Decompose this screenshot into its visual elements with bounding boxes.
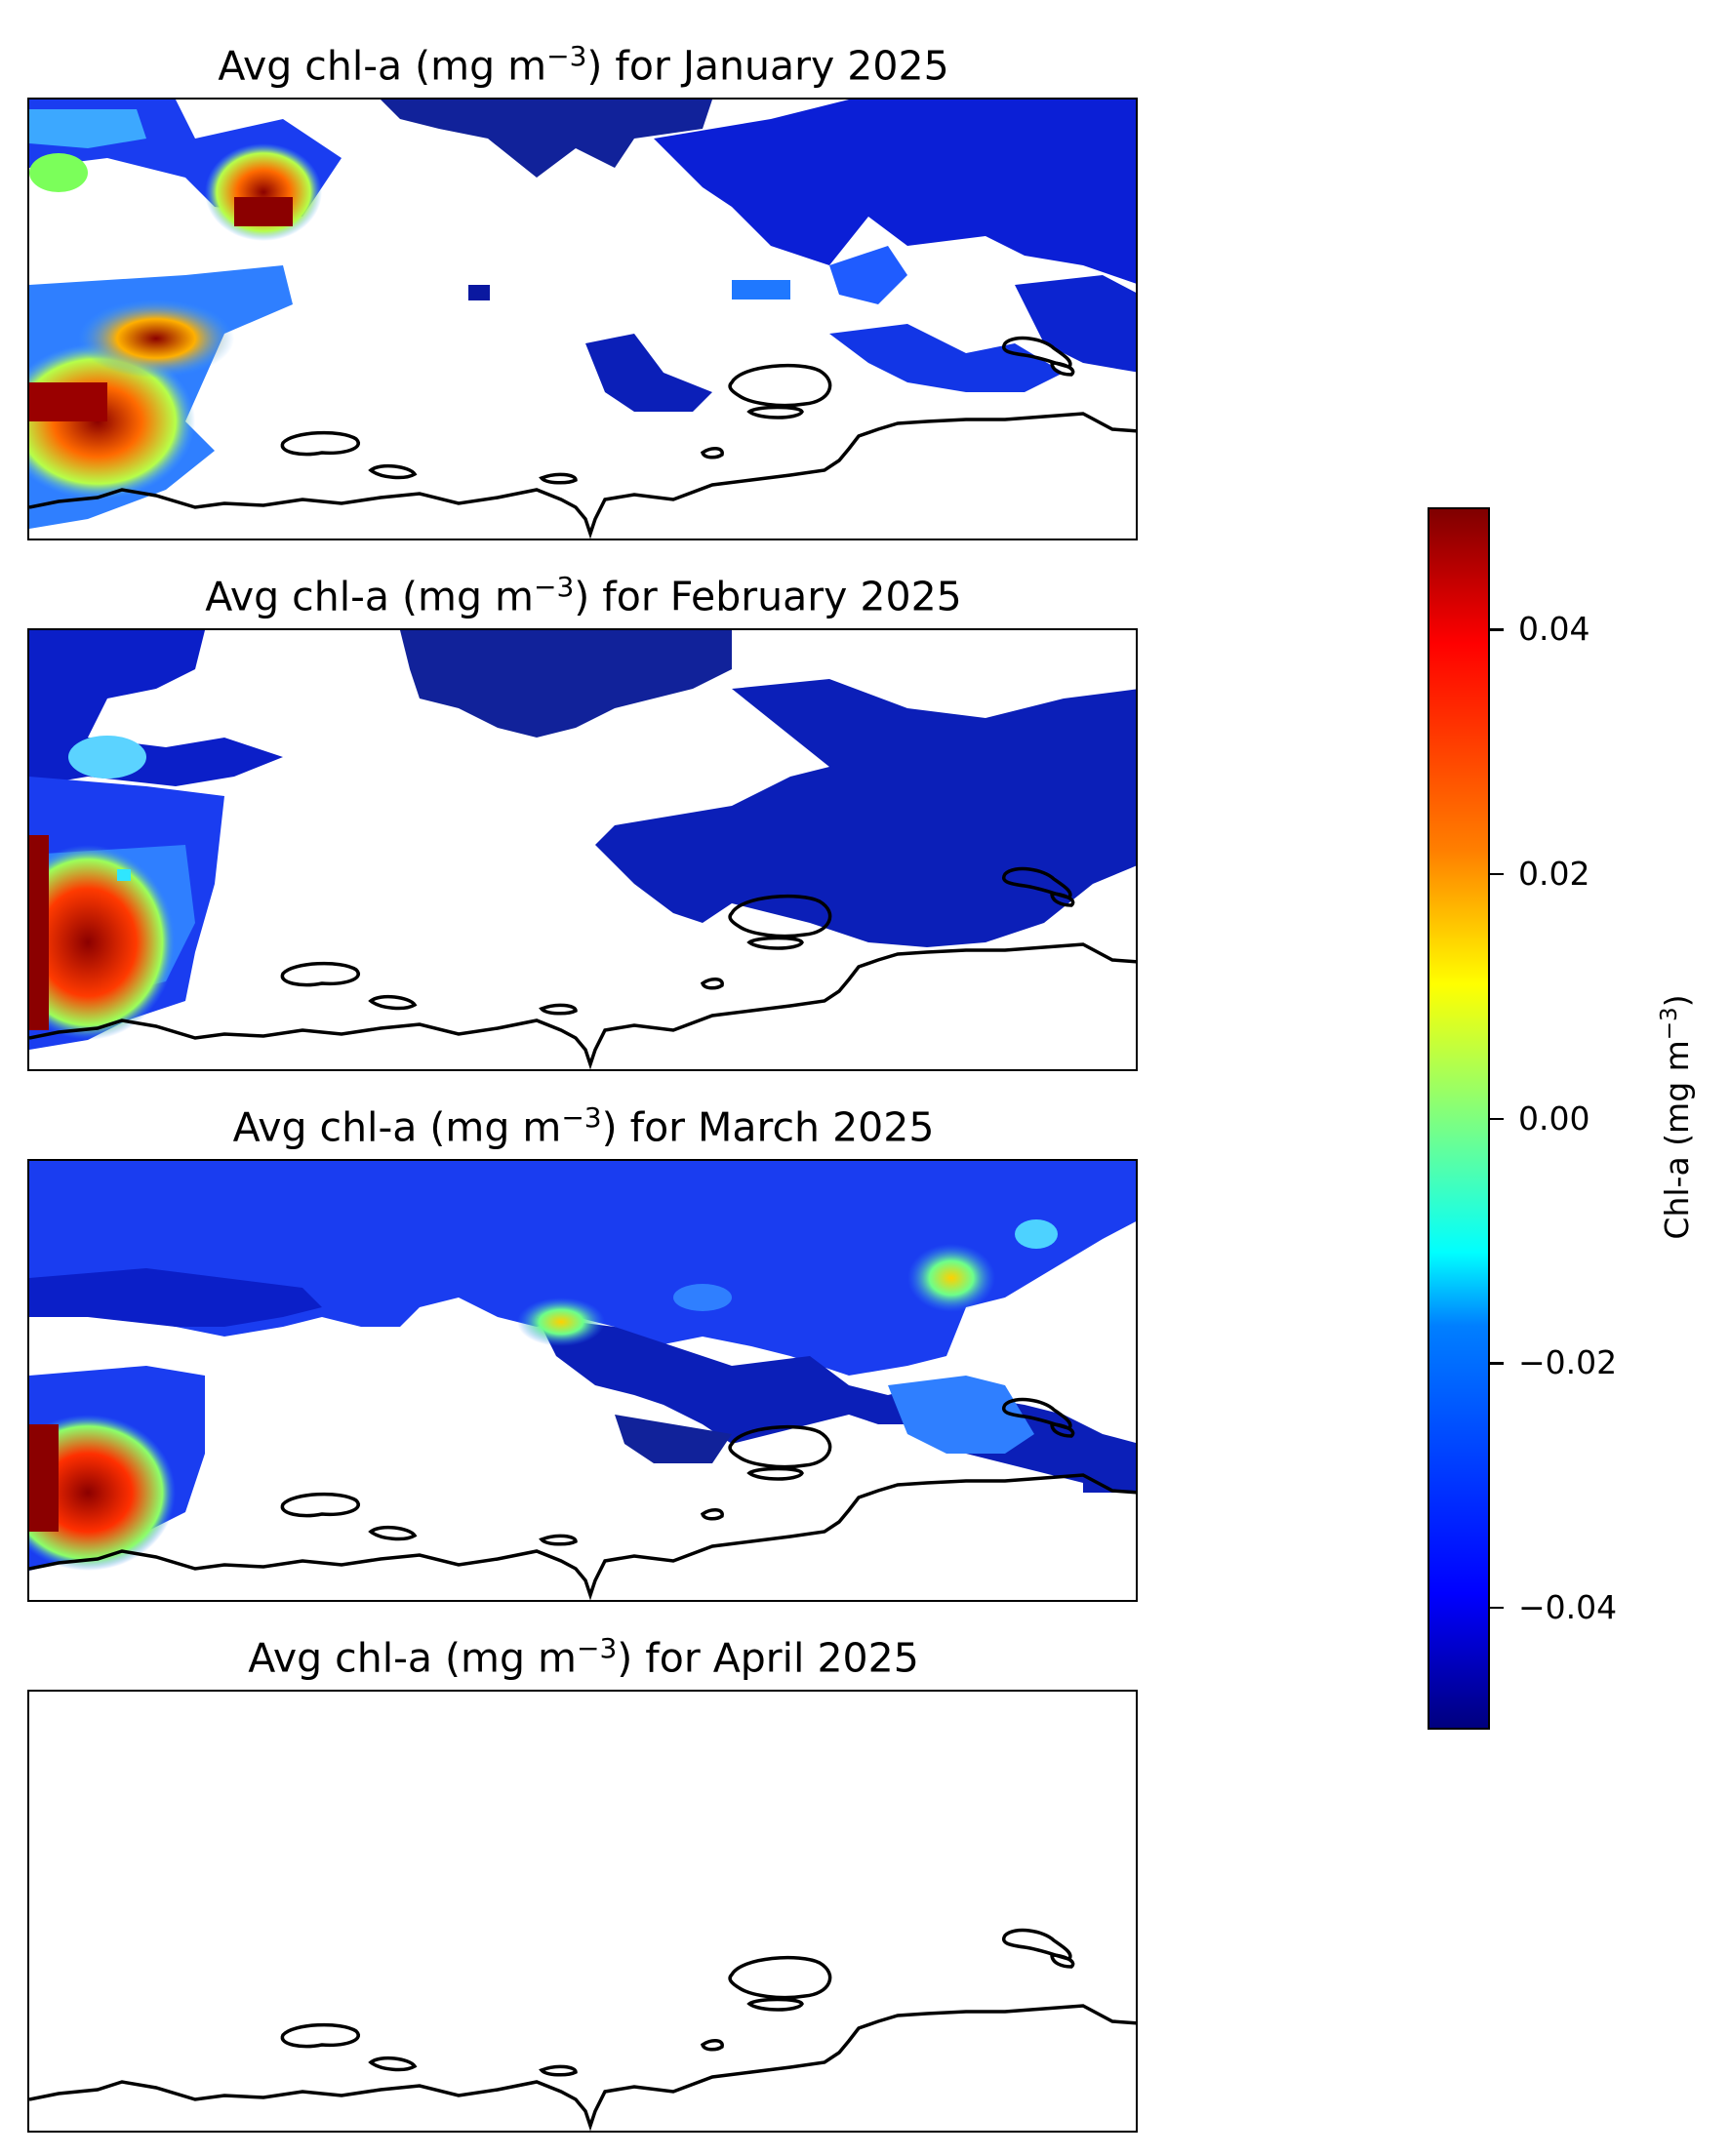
map-panel-april: [27, 1690, 1138, 2133]
colorbar-tick: [1490, 1362, 1504, 1365]
map-january-svg: [29, 100, 1136, 539]
colorbar-label-exponent: −3: [1657, 1007, 1682, 1041]
title-text: Avg chl-a (mg m: [205, 573, 534, 620]
colorbar-tick: [1490, 1117, 1504, 1120]
coastline-march: [29, 1397, 1136, 1600]
colorbar-tick: [1490, 1606, 1504, 1610]
panel-title-march: Avg chl-a (mg m−3) for March 2025: [27, 1095, 1140, 1151]
colorbar-tick: [1490, 872, 1504, 876]
map-april-svg: [29, 1928, 1136, 2131]
map-panel-march: [27, 1159, 1138, 1602]
title-exponent: −3: [534, 571, 575, 603]
chl-field-march: [29, 1161, 1136, 1571]
title-text: Avg chl-a (mg m: [232, 1103, 562, 1151]
chl-field-january: [29, 100, 1136, 529]
colorbar-tick-label: 0.02: [1518, 854, 1590, 893]
coastline-february: [29, 866, 1136, 1069]
panel-title-january: Avg chl-a (mg m−3) for January 2025: [27, 33, 1140, 90]
coastline-april: [29, 1928, 1136, 2131]
colorbar-tick-label: −0.04: [1518, 1587, 1618, 1626]
panel-title-february: Avg chl-a (mg m−3) for February 2025: [27, 564, 1140, 620]
title-text: Avg chl-a (mg m: [218, 42, 547, 90]
colorbar-tick-label: −0.02: [1518, 1343, 1618, 1382]
panel-title-april: Avg chl-a (mg m−3) for April 2025: [27, 1625, 1140, 1682]
chl-field-february: [29, 630, 1136, 1050]
colorbar-label-tail: ): [1658, 994, 1696, 1008]
colorbar-label-text: Chl-a (mg m: [1658, 1040, 1696, 1240]
map-panel-january: [27, 98, 1138, 540]
colorbar-tick-label: 0.04: [1518, 610, 1590, 649]
title-exponent: −3: [561, 1101, 602, 1134]
title-tail: ) for March 2025: [601, 1103, 935, 1151]
map-panel-february: [27, 628, 1138, 1071]
colorbar: [1428, 507, 1490, 1730]
title-tail: ) for February 2025: [574, 573, 962, 620]
title-exponent: −3: [576, 1632, 618, 1664]
title-text: Avg chl-a (mg m: [248, 1634, 577, 1682]
colorbar-label: Chl-a (mg m−3): [1657, 994, 1696, 1239]
title-exponent: −3: [546, 40, 587, 72]
colorbar-tick: [1490, 628, 1504, 631]
title-tail: ) for January 2025: [586, 42, 949, 90]
colorbar-tick-label: 0.00: [1518, 1098, 1590, 1138]
title-tail: ) for April 2025: [617, 1634, 919, 1682]
map-february-svg: [29, 630, 1136, 1069]
map-march-svg: [29, 1161, 1136, 1600]
coastline-january: [29, 336, 1136, 539]
